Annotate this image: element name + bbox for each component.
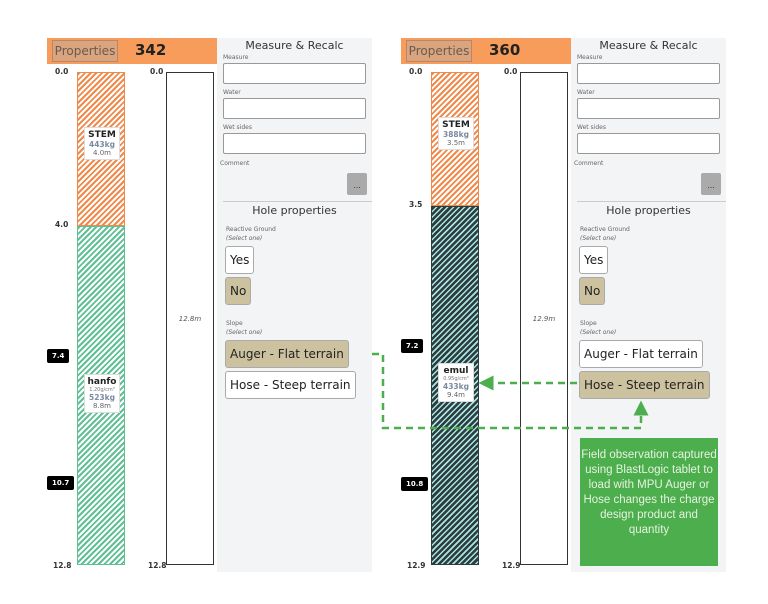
column2-bottom-label: 12.9 <box>502 561 521 570</box>
annotation-callout: Field observation captured using BlastLo… <box>580 438 718 566</box>
depth-marker[interactable]: 10.8 <box>401 476 429 491</box>
reactive-label: Reactive Ground <box>226 226 276 233</box>
hole-length: 12.8m <box>178 315 202 323</box>
length: 4.0m <box>93 149 111 158</box>
water-input[interactable] <box>223 98 366 119</box>
depth-marker[interactable]: 7.2 <box>401 339 424 354</box>
product-name: STEM <box>442 119 470 130</box>
length: 9.4m <box>447 391 465 400</box>
measure-input[interactable] <box>223 63 366 84</box>
hole-properties-title: Hole properties <box>606 204 691 217</box>
panel-header: Properties 360 <box>401 38 571 64</box>
slope-label: Slope <box>580 320 597 327</box>
slope-option[interactable]: Auger - Flat terrain <box>579 340 703 368</box>
reactive-hint: (Select one) <box>226 235 263 242</box>
divider <box>223 201 372 202</box>
depth-bottom-label: 12.9 <box>407 561 426 570</box>
measure-panel: Measure & Recalc Measure Water Wet sides… <box>217 38 372 572</box>
depth-top-label: 0.0 <box>55 67 69 76</box>
depth-marker[interactable]: 10.7 <box>47 476 75 491</box>
hole-column[interactable]: 12.9m <box>520 72 568 565</box>
divider <box>577 201 726 202</box>
comment-label: Comment <box>220 160 250 167</box>
slope-hint: (Select one) <box>580 329 617 336</box>
slope-option[interactable]: Auger - Flat terrain <box>225 340 349 368</box>
measure-label: Measure <box>577 54 603 61</box>
density: 1.20g/cm³ <box>89 386 115 393</box>
depth-top-label: 0.0 <box>409 67 423 76</box>
product-name: hanfo <box>87 376 117 387</box>
slope-hint: (Select one) <box>226 329 263 336</box>
mass: 443kg <box>88 140 115 150</box>
stem-depth-label: 4.0 <box>55 220 69 230</box>
measure-input[interactable] <box>577 63 720 84</box>
reactive-option[interactable]: Yes <box>579 246 609 274</box>
product-name: emul <box>443 366 469 377</box>
hole-id: 342 <box>135 41 167 59</box>
water-input[interactable] <box>577 98 720 119</box>
stem-depth-label: 3.5 <box>409 199 423 209</box>
mass: 433kg <box>442 382 469 392</box>
panel-header: Properties 342 <box>47 38 217 64</box>
wet-sides-label: Wet sides <box>223 124 252 131</box>
hole-properties-title: Hole properties <box>252 204 337 217</box>
dashed-connector <box>372 352 649 430</box>
reactive-option[interactable]: No <box>225 277 252 305</box>
measure-label: Measure <box>223 54 249 61</box>
water-label: Water <box>223 89 241 96</box>
segment-card: hanfo 1.20g/cm³ 523kg 8.8m <box>84 373 120 413</box>
reactive-option[interactable]: Yes <box>225 246 255 274</box>
reactive-label: Reactive Ground <box>580 226 630 233</box>
hole-column[interactable]: 12.8m <box>166 72 214 565</box>
comment-more-button[interactable]: ... <box>701 173 721 195</box>
mass: 388kg <box>442 129 469 139</box>
hole-id: 360 <box>489 41 521 59</box>
slope-option[interactable]: Hose - Steep terrain <box>579 371 710 399</box>
segment-card: STEM 443kg 4.0m <box>84 127 120 161</box>
comment-more-button[interactable]: ... <box>347 173 367 195</box>
density: 0.95g/cm³ <box>443 376 469 383</box>
water-label: Water <box>577 89 595 96</box>
comment-label: Comment <box>574 160 604 167</box>
properties-button[interactable]: Properties <box>406 40 472 62</box>
column2-top-label: 0.0 <box>150 67 164 76</box>
length: 8.8m <box>93 401 111 410</box>
properties-button[interactable]: Properties <box>52 40 118 62</box>
depth-bottom-label: 12.8 <box>53 561 72 570</box>
length: 3.5m <box>447 138 465 147</box>
segment-card: STEM 388kg 3.5m <box>438 116 474 150</box>
wet-sides-label: Wet sides <box>577 124 606 131</box>
mass: 523kg <box>88 392 115 402</box>
column2-bottom-label: 12.8 <box>148 561 167 570</box>
wet-sides-input[interactable] <box>577 133 720 154</box>
product-name: STEM <box>88 130 116 141</box>
hole-panel: Properties 342 0.0 4.0 12.8 7.4 10.7 STEM… <box>47 38 372 572</box>
measure-title: Measure & Recalc <box>599 39 698 52</box>
reactive-hint: (Select one) <box>580 235 617 242</box>
reactive-option[interactable]: No <box>579 277 606 305</box>
column2-top-label: 0.0 <box>504 67 518 76</box>
slope-option[interactable]: Hose - Steep terrain <box>225 371 356 399</box>
charge-column: STEM 388kg 3.5m emul 0.95g/cm³ 433kg 9.4… <box>431 72 479 565</box>
wet-sides-input[interactable] <box>223 133 366 154</box>
depth-marker[interactable]: 7.4 <box>47 349 70 364</box>
segment-card: emul 0.95g/cm³ 433kg 9.4m <box>438 363 474 403</box>
measure-title: Measure & Recalc <box>245 39 344 52</box>
slope-label: Slope <box>226 320 243 327</box>
hole-length: 12.9m <box>532 315 556 323</box>
charge-column: STEM 443kg 4.0m hanfo 1.20g/cm³ 523kg 8.… <box>77 72 125 565</box>
